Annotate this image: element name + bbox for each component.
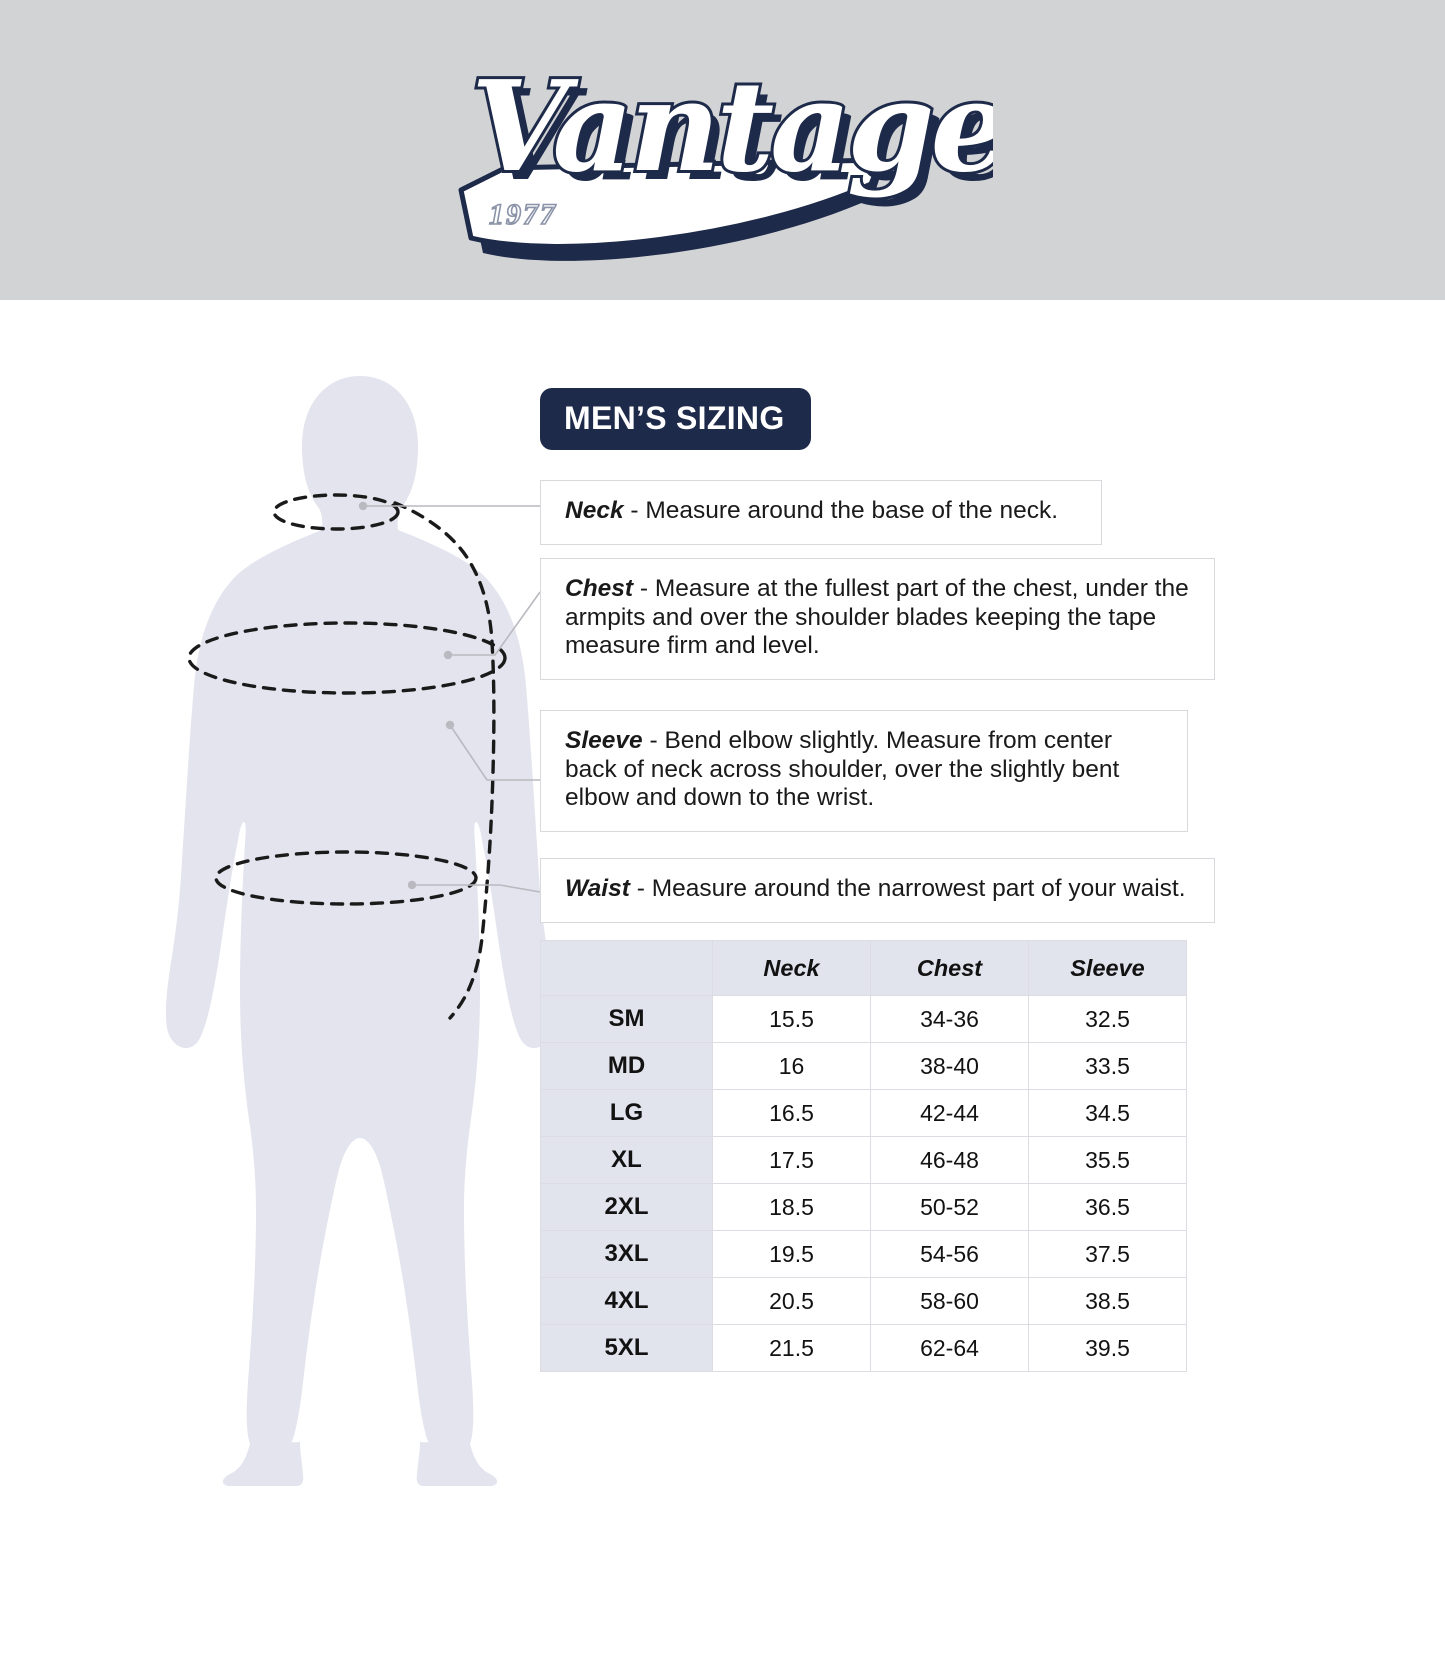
chest-measure-ellipse: [187, 621, 507, 695]
cell-size: 3XL: [540, 1230, 713, 1278]
cell-neck: 17.5: [712, 1136, 871, 1184]
cell-neck: 16.5: [712, 1089, 871, 1137]
column-header-sleeve: Sleeve: [1028, 940, 1187, 996]
cell-sleeve: 32.5: [1028, 995, 1187, 1043]
table-row: MD 16 38-40 33.5: [540, 1042, 1187, 1090]
measurement-box-neck: Neck - Measure around the base of the ne…: [540, 480, 1102, 545]
measurement-term-waist: Waist: [565, 875, 630, 902]
svg-text:Vantage: Vantage: [480, 63, 993, 209]
cell-sleeve: 33.5: [1028, 1042, 1187, 1090]
cell-sleeve: 39.5: [1028, 1324, 1187, 1372]
cell-neck: 19.5: [712, 1230, 871, 1278]
cell-size: SM: [540, 995, 713, 1043]
cell-chest: 46-48: [870, 1136, 1029, 1184]
table-row: XL 17.5 46-48 35.5: [540, 1136, 1187, 1184]
measurement-description-chest: Measure at the fullest part of the chest…: [565, 575, 1189, 660]
table-row: SM 15.5 34-36 32.5: [540, 995, 1187, 1043]
cell-sleeve: 37.5: [1028, 1230, 1187, 1278]
logo-wordmark: Vantage: [471, 54, 993, 200]
cell-chest: 50-52: [870, 1183, 1029, 1231]
table-row: LG 16.5 42-44 34.5: [540, 1089, 1187, 1137]
vantage-logo: 1977 Vantage Vantage: [453, 38, 993, 263]
measurement-description-sleeve: Bend elbow slightly. Measure from center…: [565, 727, 1120, 812]
cell-size: LG: [540, 1089, 713, 1137]
table-row: 4XL 20.5 58-60 38.5: [540, 1277, 1187, 1325]
cell-sleeve: 36.5: [1028, 1183, 1187, 1231]
logo-tail: [458, 157, 883, 249]
cell-chest: 58-60: [870, 1277, 1029, 1325]
table-row: 2XL 18.5 50-52 36.5: [540, 1183, 1187, 1231]
cell-sleeve: 35.5: [1028, 1136, 1187, 1184]
measurement-separator-neck: -: [623, 497, 646, 524]
badge-label: MEN’S SIZING: [564, 400, 785, 436]
logo-year-text: 1977: [489, 198, 557, 231]
cell-neck: 15.5: [712, 995, 871, 1043]
measurement-box-sleeve: Sleeve - Bend elbow slightly. Measure fr…: [540, 710, 1188, 832]
measurement-description-neck: Measure around the base of the neck.: [645, 497, 1059, 524]
measurement-box-chest: Chest - Measure at the fullest part of t…: [540, 558, 1215, 680]
cell-size: 5XL: [540, 1324, 713, 1372]
neck-measure-ellipse: [272, 493, 400, 531]
header-band: 1977 Vantage Vantage: [0, 0, 1445, 300]
measurement-term-chest: Chest: [565, 575, 634, 602]
table-row: 5XL 21.5 62-64 39.5: [540, 1324, 1187, 1372]
measurement-box-waist: Waist - Measure around the narrowest par…: [540, 858, 1215, 923]
cell-chest: 54-56: [870, 1230, 1029, 1278]
measurement-separator-waist: -: [629, 875, 652, 902]
cell-neck: 18.5: [712, 1183, 871, 1231]
cell-size: MD: [540, 1042, 713, 1090]
cell-chest: 34-36: [870, 995, 1029, 1043]
logo-wordmark-shadow: Vantage: [480, 63, 993, 209]
cell-neck: 16: [712, 1042, 871, 1090]
cell-chest: 38-40: [870, 1042, 1029, 1090]
cell-chest: 42-44: [870, 1089, 1029, 1137]
table-body: SM 15.5 34-36 32.5 MD 16 38-40 33.5 LG 1…: [540, 995, 1187, 1372]
table-header: Neck Chest Sleeve: [540, 940, 1187, 996]
cell-neck: 21.5: [712, 1324, 871, 1372]
measurement-separator-sleeve: -: [642, 727, 665, 754]
content-area: MEN’S SIZING Neck - Measure around the b…: [0, 300, 1445, 1658]
cell-size: XL: [540, 1136, 713, 1184]
measurement-description-waist: Measure around the narrowest part of you…: [651, 875, 1186, 902]
body-silhouette-figure: [150, 370, 570, 1490]
cell-chest: 62-64: [870, 1324, 1029, 1372]
cell-neck: 20.5: [712, 1277, 871, 1325]
cell-sleeve: 38.5: [1028, 1277, 1187, 1325]
cell-size: 2XL: [540, 1183, 713, 1231]
column-header-neck: Neck: [712, 940, 871, 996]
measurement-separator-chest: -: [633, 575, 655, 602]
table-header-row: Neck Chest Sleeve: [540, 940, 1187, 996]
size-chart-table: Neck Chest Sleeve SM 15.5 34-36 32.5 MD …: [540, 940, 1187, 1372]
column-header-chest: Chest: [870, 940, 1029, 996]
cell-size: 4XL: [540, 1277, 713, 1325]
cell-sleeve: 34.5: [1028, 1089, 1187, 1137]
mens-sizing-badge: MEN’S SIZING: [540, 388, 811, 450]
measurement-term-neck: Neck: [565, 497, 624, 524]
column-header-size: [540, 940, 713, 996]
table-row: 3XL 19.5 54-56 37.5: [540, 1230, 1187, 1278]
silhouette-body-shape: [165, 376, 555, 1458]
silhouette-feet: [222, 1442, 498, 1486]
waist-measure-ellipse: [214, 850, 478, 906]
measurement-term-sleeve: Sleeve: [565, 727, 643, 754]
